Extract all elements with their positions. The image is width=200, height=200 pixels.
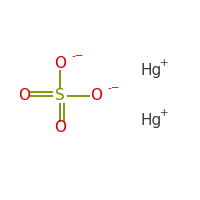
- Text: -−: -−: [107, 83, 120, 93]
- Text: Hg: Hg: [140, 64, 161, 78]
- Text: S: S: [55, 88, 65, 104]
- Text: Hg: Hg: [140, 114, 161, 129]
- Text: -−: -−: [71, 51, 84, 61]
- Text: O: O: [54, 56, 66, 72]
- Text: +: +: [160, 108, 169, 118]
- Text: O: O: [18, 88, 30, 104]
- Text: O: O: [54, 120, 66, 136]
- Text: O: O: [90, 88, 102, 104]
- Text: +: +: [160, 58, 169, 68]
